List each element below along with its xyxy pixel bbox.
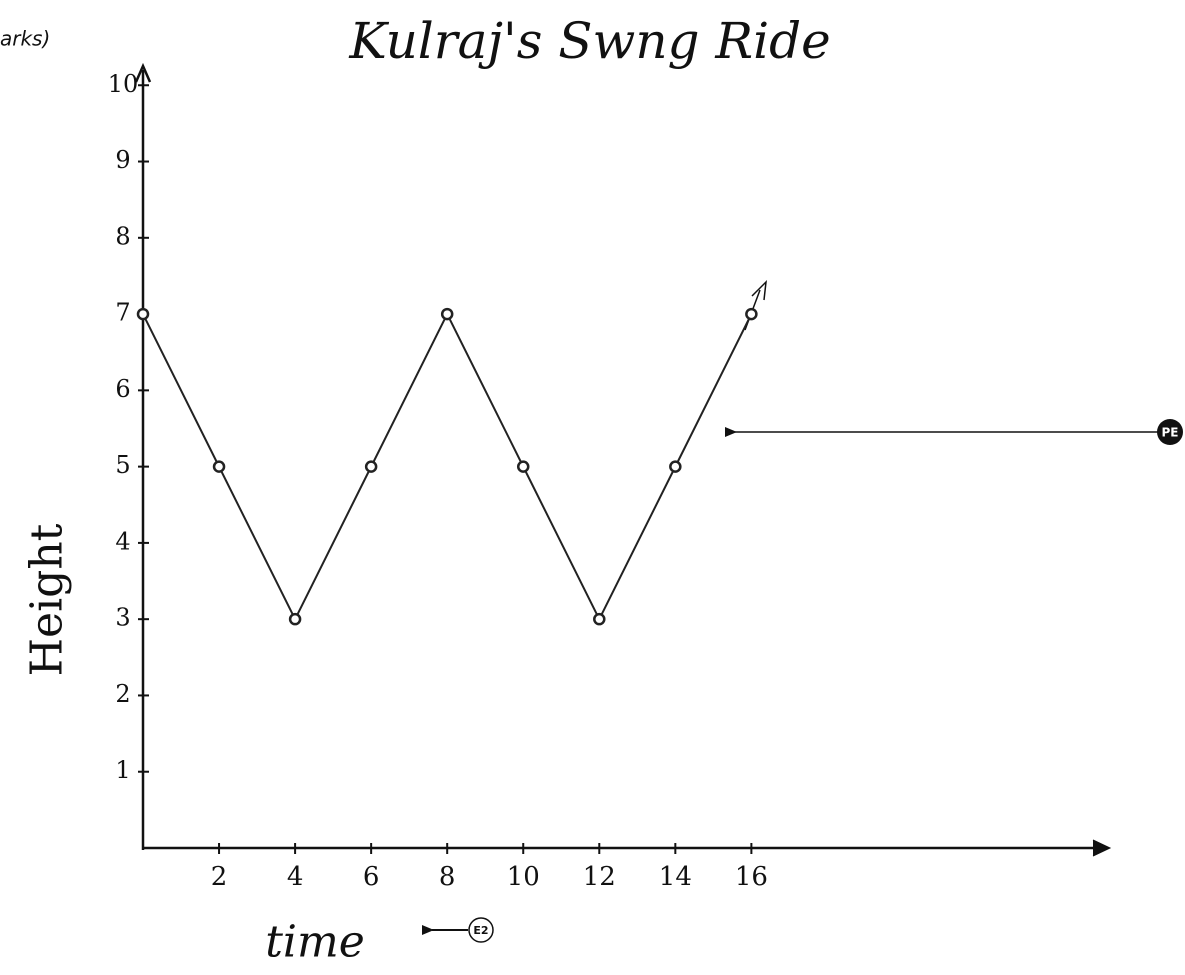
- y-tick-label: 7: [115, 299, 130, 327]
- y-tick-label: 3: [115, 604, 130, 632]
- data-point: [364, 460, 378, 473]
- header-fragment: arks): [0, 27, 50, 51]
- annotation-label: PE: [1162, 426, 1179, 440]
- y-tick-label: 1: [115, 756, 130, 784]
- annotation-badge: [1157, 419, 1183, 445]
- y-tick-label: 4: [115, 527, 130, 555]
- y-tick-label: 5: [115, 451, 130, 479]
- x-tick-label: 8: [439, 862, 456, 892]
- data-point: [745, 307, 758, 321]
- data-point: [593, 612, 606, 626]
- y-tick-label: 10: [108, 70, 139, 98]
- data-point: [440, 307, 454, 321]
- y-axis-label: Height: [22, 523, 73, 676]
- y-tick-label: 2: [115, 680, 130, 708]
- data-point: [516, 460, 530, 473]
- data-line: [142, 313, 753, 621]
- data-point: [136, 307, 150, 321]
- x-tick-label: 4: [287, 862, 304, 892]
- data-point: [669, 460, 682, 473]
- x-tick-label: 2: [211, 862, 228, 892]
- x-tick-label: 10: [507, 862, 540, 892]
- x-axis-arrow: [1092, 839, 1112, 857]
- data-point: [212, 460, 226, 473]
- x-axis-label: time: [265, 917, 365, 968]
- y-tick-label: 9: [115, 146, 130, 174]
- x-tick-label: 12: [583, 862, 616, 892]
- y-axis-arrow: [134, 62, 152, 83]
- x-tick-label: 16: [735, 862, 768, 892]
- annotation-badge: [468, 917, 494, 943]
- data-point: [288, 612, 302, 626]
- chart-title: Kulraj's Swng Ride: [348, 12, 830, 70]
- x-tick-label: 6: [363, 862, 380, 892]
- x-tick-label: 14: [659, 862, 692, 892]
- line-end-arrow: [744, 279, 767, 331]
- y-tick-label: 6: [115, 375, 130, 403]
- annotation-label: E2: [473, 924, 488, 937]
- y-tick-label: 8: [115, 222, 130, 250]
